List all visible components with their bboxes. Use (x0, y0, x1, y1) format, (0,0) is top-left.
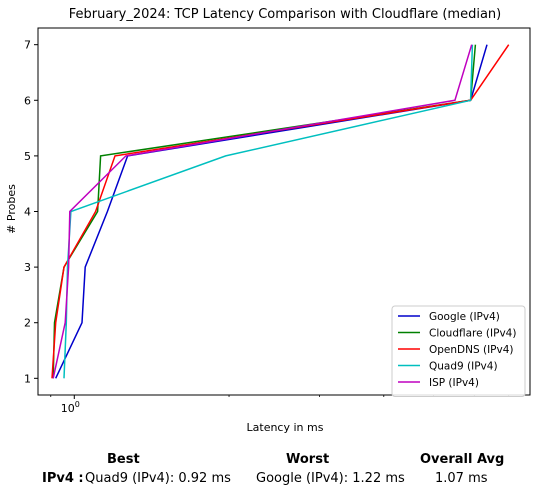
series-layer (51, 44, 510, 379)
summary-row-label: IPv4 : (42, 471, 84, 486)
y-tick-label: 7 (24, 39, 31, 52)
summary-best-header: Best (107, 452, 140, 467)
legend-label-4: ISP (IPv4) (429, 377, 479, 389)
legend: Google (IPv4) Cloudflare (IPv4) OpenDNS (I… (391, 305, 526, 397)
legend-label-3: Quad9 (IPv4) (429, 361, 498, 373)
legend-label-1: Cloudflare (IPv4) (429, 328, 516, 340)
x-axis-label: Latency in ms (247, 421, 324, 434)
latency-chart: February_2024: TCP Latency Comparison wi… (5, 7, 531, 434)
legend-box (391, 305, 526, 397)
y-tick-label: 4 (24, 206, 31, 219)
series-line-4 (52, 44, 473, 379)
y-axis: 1 2 3 4 5 6 7 (24, 39, 38, 385)
y-tick-label: 6 (24, 94, 31, 107)
x-axis: 100 (50, 395, 510, 415)
y-tick-label: 3 (24, 261, 31, 274)
y-axis-label: # Probes (5, 184, 18, 234)
summary-avg-header: Overall Avg (420, 452, 505, 467)
series-line-3 (63, 44, 474, 379)
chart-title: February_2024: TCP Latency Comparison wi… (69, 7, 501, 22)
summary-best-value: Quad9 (IPv4): 0.92 ms (85, 471, 231, 486)
y-tick-label: 1 (24, 372, 31, 385)
y-tick-label: 2 (24, 317, 31, 330)
summary-worst-value: Google (IPv4): 1.22 ms (256, 471, 405, 486)
summary-avg-value: 1.07 ms (435, 471, 488, 486)
x-tick-label: 100 (61, 400, 80, 415)
legend-label-0: Google (IPv4) (429, 311, 500, 323)
y-tick-label: 5 (24, 150, 31, 163)
legend-label-2: OpenDNS (IPv4) (429, 344, 514, 356)
summary-worst-header: Worst (286, 452, 330, 467)
